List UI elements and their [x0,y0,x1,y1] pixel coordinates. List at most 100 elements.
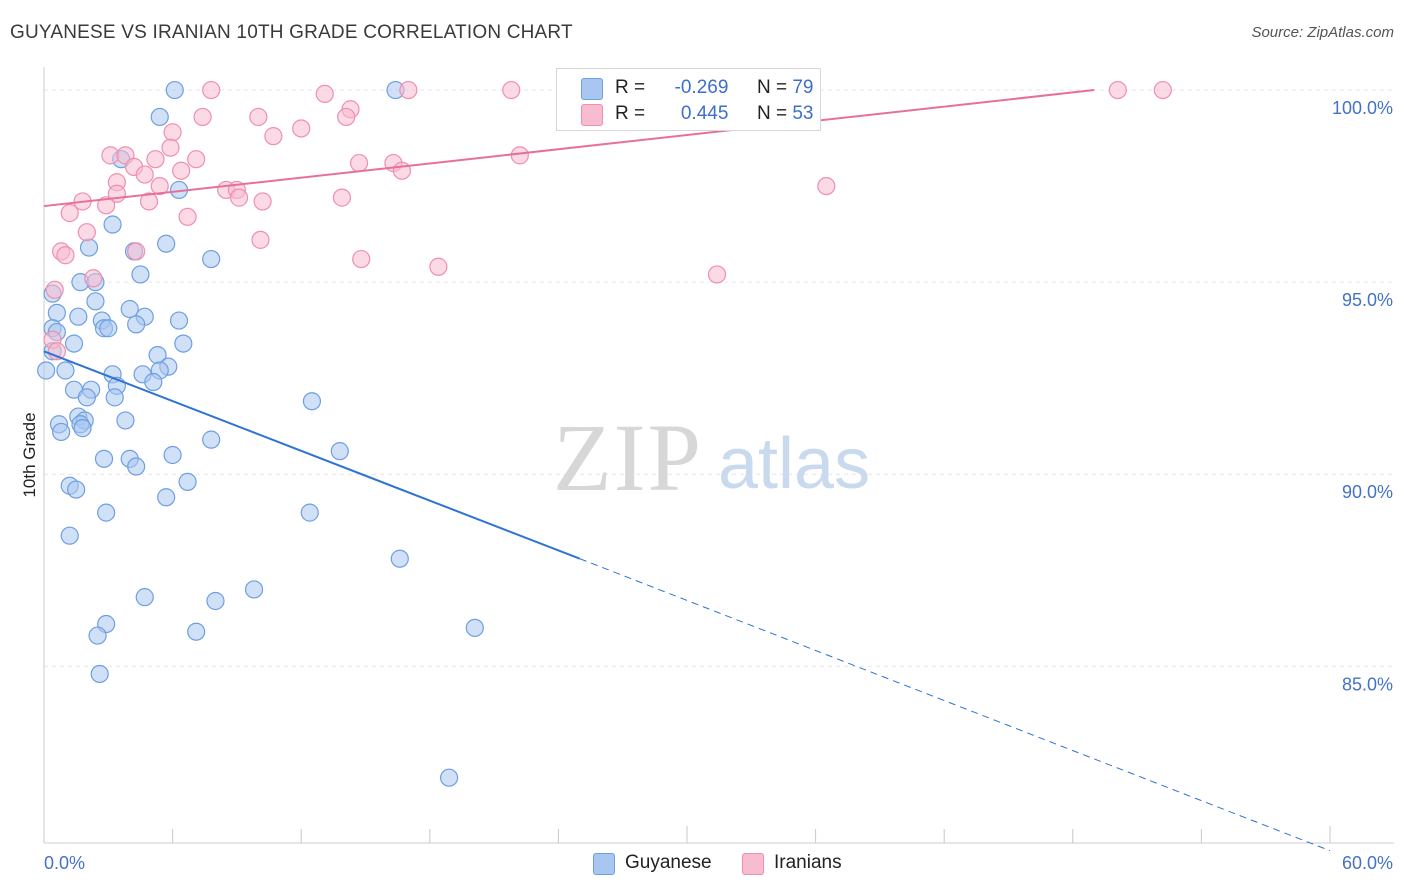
guyanese-point [165,80,184,100]
iranians-point [202,80,221,100]
n-label: N = [756,103,788,124]
iranians-point [146,150,165,169]
guyanese-point [56,361,75,380]
guyanese-point [67,480,86,499]
guyanese-point [157,488,176,507]
guyanese-point [144,372,163,392]
guyanese-point [244,580,264,599]
guyanese-point [47,303,66,322]
r-value-iranians: 0.445 [680,103,729,124]
r-value-guyanese: -0.269 [674,77,729,98]
iranians-point [60,203,79,223]
iranians-point [161,138,180,157]
iranians-point [817,176,836,196]
guyanese-point [206,591,225,611]
iranians-point [707,265,727,284]
trend-lines [43,89,1331,852]
iranians-point [163,123,182,142]
iranians-point [84,269,103,288]
iranians-point [429,257,448,276]
legend-swatch-iranians [581,104,603,126]
y-tick-labels: 85.0% 90.0% 95.0% 100.0% [1332,98,1393,694]
y-tick-label: 95.0% [1342,290,1393,310]
watermark-zip: ZIP [553,404,703,511]
iranians-point [315,84,334,103]
watermark-atlas: atlas [718,424,870,504]
iranians-point [193,107,212,127]
guyanese-point [150,107,169,127]
guyanese-point [52,422,71,442]
iranians-point [56,246,75,265]
legend-swatch-guyanese [593,853,615,875]
watermark: ZIP atlas [553,404,870,511]
iranians-point [392,161,412,180]
guyanese-point [439,768,459,787]
x-tick-label: 0.0% [44,853,85,873]
iranians-point [510,146,529,165]
guyanese-point [157,234,176,253]
guyanese-point [169,311,189,330]
guyanese-point [94,449,114,468]
guyanese-trend-extension [579,558,1331,852]
iranians-point [332,188,352,207]
legend-swatch-iranians [742,853,764,875]
guyanese-point [300,503,319,522]
guyanese-point [99,319,118,338]
iranians-point [399,80,418,100]
legend-swatch-guyanese [581,78,603,100]
iranians-point [127,242,146,261]
guyanese-trend-line [43,350,581,560]
r-label: R = [615,103,646,124]
axes [43,67,1394,844]
guyanese-point [77,388,96,407]
iranians-point [292,119,311,138]
chart-title: GUYANESE VS IRANIAN 10TH GRADE CORRELATI… [10,22,573,43]
guyanese-point [79,238,99,257]
source-label: Source: ZipAtlas.com [1251,24,1394,41]
stats-legend: R = -0.269 N = 79 R = 0.445 N = 53 [556,68,821,131]
legend-label-iranians: Iranians [774,852,842,873]
guyanese-point [37,361,56,380]
iranians-point [187,150,206,169]
x-tick-labels: 0.0% 60.0% [44,853,1393,873]
guyanese-point [105,388,124,407]
y-tick-label: 100.0% [1332,98,1393,118]
guyanese-point [163,445,182,465]
iranians-point [251,230,270,249]
iranians-point [135,165,154,184]
iranians-point [249,107,268,127]
guyanese-point [202,430,221,449]
guyanese-point [390,549,409,568]
iranians-trend-line [43,89,1095,208]
guyanese-point [69,307,88,326]
guyanese-point [131,265,150,284]
guyanese-point [127,457,146,476]
guyanese-point [116,411,135,430]
guyanese-point [135,588,154,607]
iranians-point [172,161,191,180]
guyanese-point [88,626,107,645]
n-value-iranians: 53 [792,103,814,124]
guyanese-point [127,315,146,334]
iranians-point [1108,80,1127,100]
guyanese-point [302,392,322,411]
iranians-point [77,223,96,242]
iranians-point [150,176,169,196]
iranians-point [45,280,64,299]
guyanese-point [60,526,79,545]
n-value-guyanese: 79 [792,77,814,98]
iranians-point [1153,80,1172,100]
x-tick-label: 60.0% [1342,853,1393,873]
iranians-point [349,153,369,173]
guyanese-point [97,503,116,522]
iranians-point [97,196,116,215]
guyanese-point [103,215,122,234]
r-label: R = [615,77,646,98]
iranians-point [502,80,521,100]
legend-label-guyanese: Guyanese [625,852,712,873]
guyanese-point [202,249,221,269]
iranians-point [139,192,159,211]
guyanese-point [73,419,92,438]
guyanese-point [465,618,484,637]
